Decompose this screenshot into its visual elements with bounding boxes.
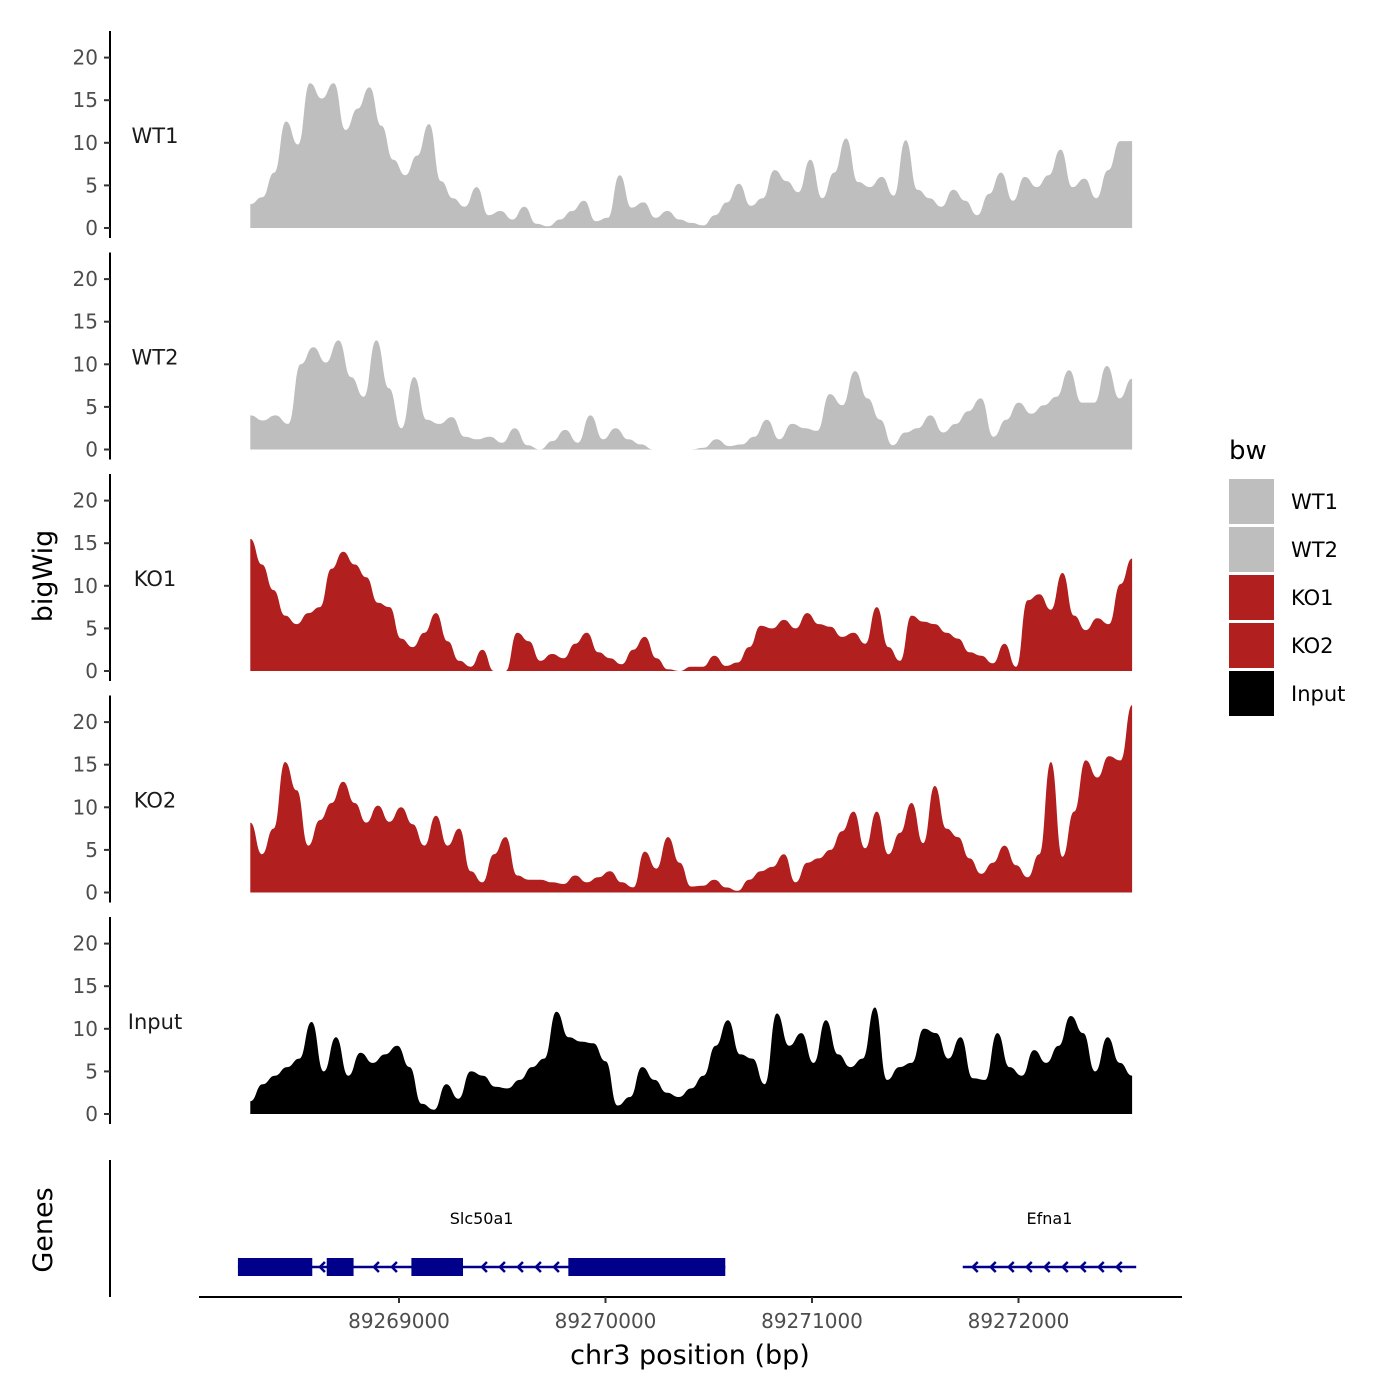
coverage-area-wt2 xyxy=(250,340,1133,450)
legend: bw WT1 WT2 KO1 KO2 Input xyxy=(1229,436,1345,716)
coverage-area-wt1 xyxy=(250,83,1133,228)
y-tick-label: 0 xyxy=(85,216,98,240)
gene-exon xyxy=(568,1258,726,1276)
track-wt1: 0 5 10 15 20 WT1 xyxy=(73,31,1133,240)
strand-arrow xyxy=(498,1261,506,1273)
legend-swatch-ko1 xyxy=(1229,575,1274,620)
strand-arrow xyxy=(390,1261,398,1273)
x-tick-label: 89272000 xyxy=(968,1309,1070,1333)
legend-label-ko2: KO2 xyxy=(1291,634,1334,658)
legend-swatch-wt2 xyxy=(1229,527,1274,572)
legend-label-input: Input xyxy=(1291,682,1345,706)
strand-arrow xyxy=(552,1261,560,1273)
y-tick-label: 15 xyxy=(73,753,98,777)
x-tick-label: 89269000 xyxy=(348,1309,450,1333)
coverage-tracks: 0 5 10 15 20 WT1 0 5 10 15 20 WT2 0 5 10 15 20 KO1 0 5 10 15 2… xyxy=(73,31,1133,1126)
coverage-area-ko2 xyxy=(250,705,1133,893)
strand-arrow xyxy=(534,1261,542,1273)
y-tick-label: 15 xyxy=(73,974,98,998)
y-tick-label: 5 xyxy=(85,616,98,640)
legend-title: bw xyxy=(1229,436,1267,466)
strand-arrow xyxy=(1114,1261,1123,1273)
track-label-wt1: WT1 xyxy=(132,124,179,148)
strand-arrow xyxy=(970,1261,979,1273)
gene-panel-title: Genes xyxy=(28,1187,59,1272)
y-tick-label: 20 xyxy=(73,932,98,956)
y-tick-label: 15 xyxy=(73,310,98,334)
y-axis-title: bigWig xyxy=(28,530,59,623)
gene-exon xyxy=(326,1258,354,1276)
y-tick-label: 20 xyxy=(73,710,98,734)
track-wt2: 0 5 10 15 20 WT2 xyxy=(73,252,1133,462)
strand-arrow xyxy=(372,1261,380,1273)
strand-arrow xyxy=(1060,1261,1069,1273)
y-tick-label: 20 xyxy=(73,46,98,70)
x-axis: 89269000 89270000 89271000 89272000 xyxy=(199,1296,1182,1333)
track-ko1: 0 5 10 15 20 KO1 xyxy=(73,474,1133,683)
gene-efna1: Efna1 xyxy=(962,1209,1137,1273)
gene-annotation-panel: Slc50a1 Efna1 xyxy=(109,1160,1137,1297)
legend-label-wt2: WT2 xyxy=(1291,538,1338,562)
track-label-ko2: KO2 xyxy=(134,789,177,813)
y-tick-label: 0 xyxy=(85,438,98,462)
x-axis-title: chr3 position (bp) xyxy=(570,1340,810,1371)
y-tick-label: 20 xyxy=(73,489,98,513)
legend-label-wt1: WT1 xyxy=(1291,490,1338,514)
y-tick-label: 5 xyxy=(85,395,98,419)
coverage-area-ko1 xyxy=(250,538,1133,671)
x-tick-label: 89271000 xyxy=(761,1309,863,1333)
y-tick-label: 20 xyxy=(73,267,98,291)
y-tick-label: 0 xyxy=(85,881,98,905)
y-tick-label: 10 xyxy=(73,795,98,819)
strand-arrow xyxy=(1042,1261,1051,1273)
y-tick-label: 10 xyxy=(73,131,98,155)
legend-swatch-wt1 xyxy=(1229,479,1274,524)
gene-exon xyxy=(237,1258,313,1276)
strand-arrow xyxy=(1078,1261,1087,1273)
strand-arrow xyxy=(516,1261,524,1273)
y-tick-label: 5 xyxy=(85,838,98,862)
y-tick-label: 0 xyxy=(85,659,98,683)
y-tick-label: 10 xyxy=(73,574,98,598)
track-label-wt2: WT2 xyxy=(132,346,179,370)
y-tick-label: 10 xyxy=(73,352,98,376)
track-ko2: 0 5 10 15 20 KO2 xyxy=(73,695,1133,905)
y-tick-label: 15 xyxy=(73,88,98,112)
y-tick-label: 5 xyxy=(85,1059,98,1083)
gene-label: Efna1 xyxy=(1027,1209,1073,1228)
y-tick-label: 0 xyxy=(85,1102,98,1126)
gene-exon xyxy=(411,1258,464,1276)
strand-arrow xyxy=(318,1261,326,1273)
track-label-ko1: KO1 xyxy=(134,567,177,591)
strand-arrow xyxy=(1096,1261,1105,1273)
y-tick-label: 15 xyxy=(73,531,98,555)
gene-slc50a1: Slc50a1 xyxy=(237,1209,726,1276)
strand-arrow xyxy=(1006,1261,1015,1273)
gene-label: Slc50a1 xyxy=(450,1209,514,1228)
legend-swatch-ko2 xyxy=(1229,623,1274,668)
strand-arrow xyxy=(480,1261,488,1273)
y-tick-label: 5 xyxy=(85,173,98,197)
strand-arrow xyxy=(988,1261,997,1273)
coverage-area-input xyxy=(250,1007,1133,1114)
strand-arrow xyxy=(1024,1261,1033,1273)
y-tick-label: 10 xyxy=(73,1017,98,1041)
track-label-input: Input xyxy=(128,1010,182,1034)
legend-swatch-input xyxy=(1229,671,1274,716)
x-tick-label: 89270000 xyxy=(555,1309,657,1333)
track-input: 0 5 10 15 20 Input xyxy=(73,917,1133,1126)
legend-label-ko1: KO1 xyxy=(1291,586,1334,610)
